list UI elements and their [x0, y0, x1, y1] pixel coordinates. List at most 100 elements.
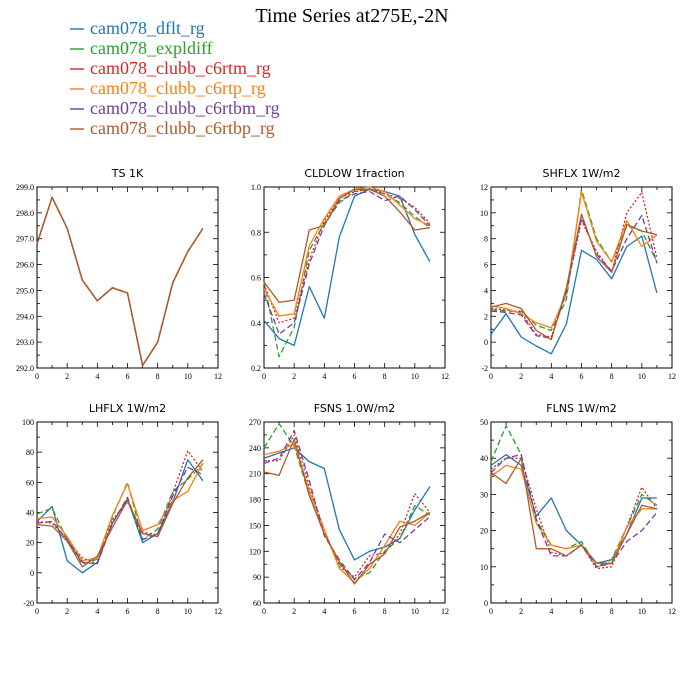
series-line-cam078-expldiff: [490, 424, 658, 568]
series-line-cam078-clubb-c6rtp-rg: [490, 464, 657, 568]
y-tick-label: 2: [484, 312, 488, 321]
series-line-cam078-dflt-rg: [490, 235, 658, 355]
x-tick-label: 4: [95, 372, 99, 381]
x-tick-label: 6: [580, 372, 584, 381]
x-tick-label: 0: [262, 607, 266, 616]
series-line-cam078-clubb-c6rtm-rg: [263, 188, 431, 324]
y-tick-label: 0: [484, 599, 488, 608]
legend-entry: cam078_clubb_c6rtm_rg: [70, 58, 271, 78]
y-tick-label: 0: [30, 569, 34, 578]
y-tick-label: 40: [26, 509, 34, 518]
x-tick-label: 10: [411, 607, 419, 616]
y-tick-label: 150: [249, 521, 261, 530]
y-tick-label: 293.0: [16, 338, 34, 347]
x-tick-label: 8: [383, 372, 387, 381]
y-tick-label: 295.0: [16, 286, 34, 295]
panel-flns: FLNS 1W/m2 0 2 4 6 8 10 12 0 10 20 30 40 50: [480, 402, 676, 616]
series-line-cam078-dflt-rg: [263, 188, 431, 347]
y-tick-label: 8: [484, 235, 488, 244]
x-tick-label: 12: [214, 372, 222, 381]
x-tick-label: 10: [411, 372, 419, 381]
y-tick-label: 30: [480, 490, 488, 499]
y-tick-label: 296.0: [16, 261, 34, 270]
legend: cam078_dflt_rgcam078_expldiffcam078_club…: [70, 18, 280, 138]
x-tick-label: 0: [489, 372, 493, 381]
x-tick-label: 6: [126, 372, 130, 381]
y-tick-label: 270: [249, 418, 261, 427]
x-tick-label: 2: [519, 372, 523, 381]
x-tick-label: 0: [262, 372, 266, 381]
x-tick-label: 0: [489, 607, 493, 616]
legend-label: cam078_clubb_c6rtm_rg: [90, 58, 271, 78]
panel-title: CLDLOW 1fraction: [304, 167, 404, 180]
y-tick-label: 60: [253, 599, 261, 608]
x-tick-label: 10: [184, 372, 192, 381]
legend-entry: cam078_expldiff: [70, 38, 213, 58]
x-tick-label: 8: [610, 607, 614, 616]
y-tick-label: 0: [484, 338, 488, 347]
series-line-cam078-clubb-c6rtbm-rg: [263, 190, 431, 335]
y-tick-label: 120: [249, 547, 261, 556]
series-line-cam078-clubb-c6rtbp-rg: [36, 196, 204, 367]
legend-label: cam078_clubb_c6rtp_rg: [90, 78, 266, 98]
x-tick-label: 12: [441, 372, 449, 381]
panel-title: TS 1K: [111, 167, 144, 180]
panel-title: FLNS 1W/m2: [546, 402, 616, 415]
y-tick-label: 10: [480, 209, 488, 218]
y-tick-label: 292.0: [16, 364, 34, 373]
legend-label: cam078_dflt_rg: [90, 18, 205, 38]
x-tick-label: 12: [668, 607, 676, 616]
x-tick-label: 2: [65, 372, 69, 381]
x-tick-label: 12: [441, 607, 449, 616]
y-tick-label: 0.6: [251, 274, 261, 283]
x-tick-label: 6: [580, 607, 584, 616]
chart-panels: TS 1K 0 2 4 6 8 10 12 292.0 293.0 294.0 295.0 296.0 2…: [16, 167, 676, 616]
legend-label: cam078_clubb_c6rtbm_rg: [90, 98, 280, 118]
y-tick-label: 294.0: [16, 312, 34, 321]
x-tick-label: 2: [292, 607, 296, 616]
series-line-cam078-clubb-c6rtbp-rg: [36, 459, 204, 568]
x-tick-label: 10: [184, 607, 192, 616]
y-tick-label: -20: [23, 599, 34, 608]
y-tick-label: 1.0: [251, 183, 261, 192]
y-tick-label: 0.8: [251, 228, 261, 237]
legend-label: cam078_clubb_c6rtbp_rg: [90, 118, 275, 138]
panel-title: SHFLX 1W/m2: [542, 167, 620, 180]
y-tick-label: 50: [480, 418, 488, 427]
x-tick-label: 0: [35, 607, 39, 616]
legend-label: cam078_expldiff: [90, 38, 213, 58]
x-tick-label: 12: [214, 607, 222, 616]
x-tick-label: 10: [638, 372, 646, 381]
y-tick-label: 90: [253, 573, 261, 582]
y-tick-label: 20: [26, 539, 34, 548]
x-tick-label: 6: [353, 607, 357, 616]
panel-ts: TS 1K 0 2 4 6 8 10 12 292.0 293.0 294.0 295.0 296.0 2…: [16, 167, 222, 381]
panel-fsns: FSNS 1.0W/m2 0 2 4 6 8 10 12 60 90 120 150 180 210 240…: [249, 402, 449, 616]
legend-entry: cam078_clubb_c6rtbp_rg: [70, 118, 275, 138]
y-tick-label: 0.2: [251, 364, 261, 373]
y-tick-label: 299.0: [16, 183, 34, 192]
legend-entry: cam078_clubb_c6rtp_rg: [70, 78, 266, 98]
x-tick-label: 4: [322, 372, 326, 381]
x-tick-label: 4: [549, 372, 553, 381]
x-tick-label: 4: [95, 607, 99, 616]
y-tick-label: 100: [22, 418, 34, 427]
series-line-cam078-clubb-c6rtbm-rg: [490, 214, 658, 339]
y-tick-label: 298.0: [16, 209, 34, 218]
y-tick-label: 0.4: [251, 319, 261, 328]
series-line-cam078-clubb-c6rtp-rg: [263, 186, 431, 317]
panel-title: FSNS 1.0W/m2: [314, 402, 396, 415]
y-tick-label: 12: [480, 183, 488, 192]
panel-cldlow: CLDLOW 1fraction 0 2 4 6 8 10 12 0.2 0.4 0.6 0.8 1.0: [251, 167, 449, 381]
x-tick-label: 6: [353, 372, 357, 381]
series-line-cam078-clubb-c6rtbp-rg: [490, 213, 658, 341]
y-tick-label: 210: [249, 470, 261, 479]
figure-title: Time Series at275E,-2N: [255, 5, 448, 27]
x-tick-label: 6: [126, 607, 130, 616]
series-line-cam078-clubb-c6rtbm-rg: [36, 466, 204, 565]
x-tick-label: 10: [638, 607, 646, 616]
x-tick-label: 4: [549, 607, 553, 616]
